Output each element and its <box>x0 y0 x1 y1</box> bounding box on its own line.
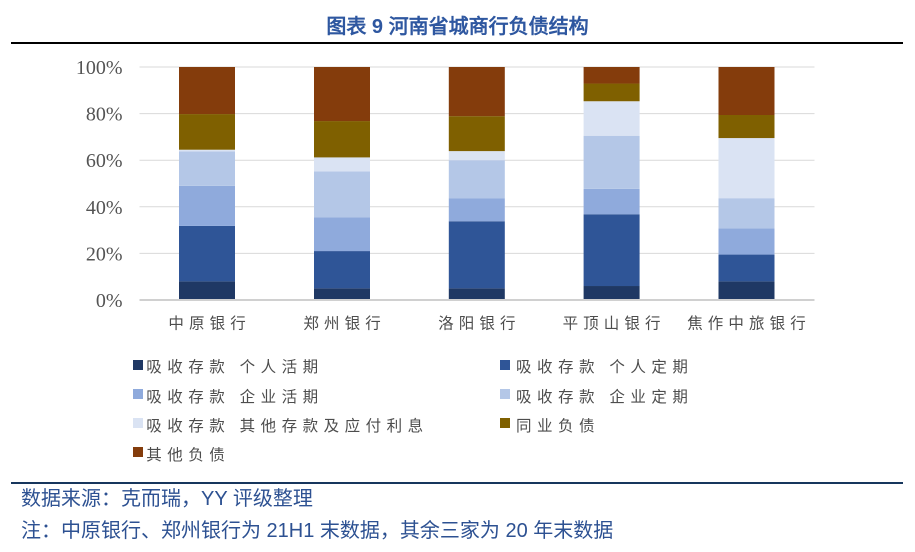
svg-text:20%: 20% <box>86 243 123 265</box>
svg-text:平顶山银行: 平顶山银行 <box>563 315 666 333</box>
svg-text:40%: 40% <box>86 197 123 219</box>
svg-text:80%: 80% <box>86 104 123 126</box>
svg-text:100%: 100% <box>76 57 123 79</box>
svg-text:洛阳银行: 洛阳银行 <box>438 315 520 333</box>
svg-text:60%: 60% <box>86 150 123 172</box>
svg-text:焦作中旅银行: 焦作中旅银行 <box>687 315 811 333</box>
svg-text:中原银行: 中原银行 <box>168 315 250 333</box>
svg-text:郑州银行: 郑州银行 <box>303 315 385 333</box>
svg-text:0%: 0% <box>96 290 123 312</box>
